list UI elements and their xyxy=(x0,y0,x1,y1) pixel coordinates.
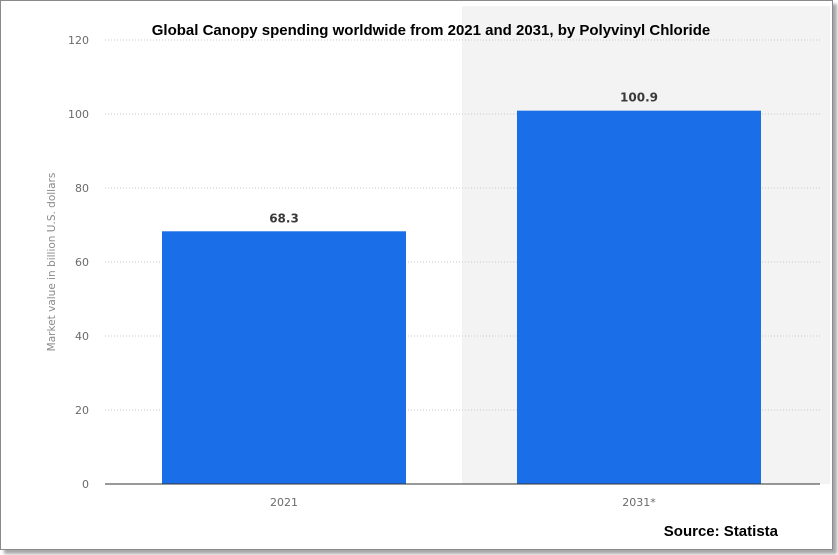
y-tick-label: 120 xyxy=(68,34,89,47)
y-tick-label: 100 xyxy=(68,108,89,121)
y-tick-label: 40 xyxy=(75,330,89,343)
y-axis-label: Market value in billion U.S. dollars xyxy=(46,173,58,352)
y-tick-label: 60 xyxy=(75,256,89,269)
y-axis-ticks: 0 20 40 60 80 100 120 xyxy=(68,34,89,491)
gridlines xyxy=(105,39,820,411)
x-tick-label: 2031* xyxy=(622,496,656,509)
bars: 68.3 100.9 xyxy=(162,91,761,485)
x-axis-ticks: 2021 2031* xyxy=(270,496,656,509)
x-tick-label: 2021 xyxy=(270,496,298,509)
y-tick-label: 0 xyxy=(82,478,89,491)
bar xyxy=(517,110,761,485)
chart-title: Global Canopy spending worldwide from 20… xyxy=(152,22,710,39)
bar xyxy=(162,231,406,484)
data-label: 68.3 xyxy=(269,211,299,225)
y-tick-label: 20 xyxy=(75,404,89,417)
y-tick-label: 80 xyxy=(75,182,89,195)
source-note: Source: Statista xyxy=(664,523,779,540)
data-label: 100.9 xyxy=(620,91,658,105)
